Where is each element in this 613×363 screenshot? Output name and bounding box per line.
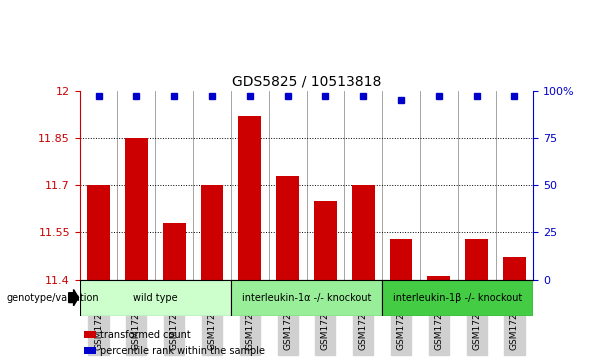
Bar <box>238 116 261 280</box>
Bar <box>390 238 413 280</box>
Text: percentile rank within the sample: percentile rank within the sample <box>100 346 265 356</box>
Bar <box>163 223 186 280</box>
Title: GDS5825 / 10513818: GDS5825 / 10513818 <box>232 74 381 88</box>
Text: wild type: wild type <box>133 293 178 303</box>
Bar <box>125 138 148 280</box>
Bar <box>200 185 223 280</box>
Text: transformed count: transformed count <box>100 330 191 340</box>
Text: interleukin-1α -/- knockout: interleukin-1α -/- knockout <box>242 293 371 303</box>
Text: genotype/variation: genotype/variation <box>6 293 99 303</box>
Bar <box>465 238 488 280</box>
FancyArrow shape <box>69 290 78 306</box>
FancyBboxPatch shape <box>382 280 533 316</box>
Text: interleukin-1β -/- knockout: interleukin-1β -/- knockout <box>393 293 522 303</box>
FancyBboxPatch shape <box>80 280 231 316</box>
Bar <box>87 185 110 280</box>
Bar <box>276 176 299 280</box>
Bar <box>503 257 526 280</box>
Bar <box>84 331 96 338</box>
Bar <box>427 276 450 280</box>
FancyBboxPatch shape <box>231 280 382 316</box>
Bar <box>314 201 337 280</box>
Bar <box>352 185 375 280</box>
Bar <box>84 347 96 354</box>
